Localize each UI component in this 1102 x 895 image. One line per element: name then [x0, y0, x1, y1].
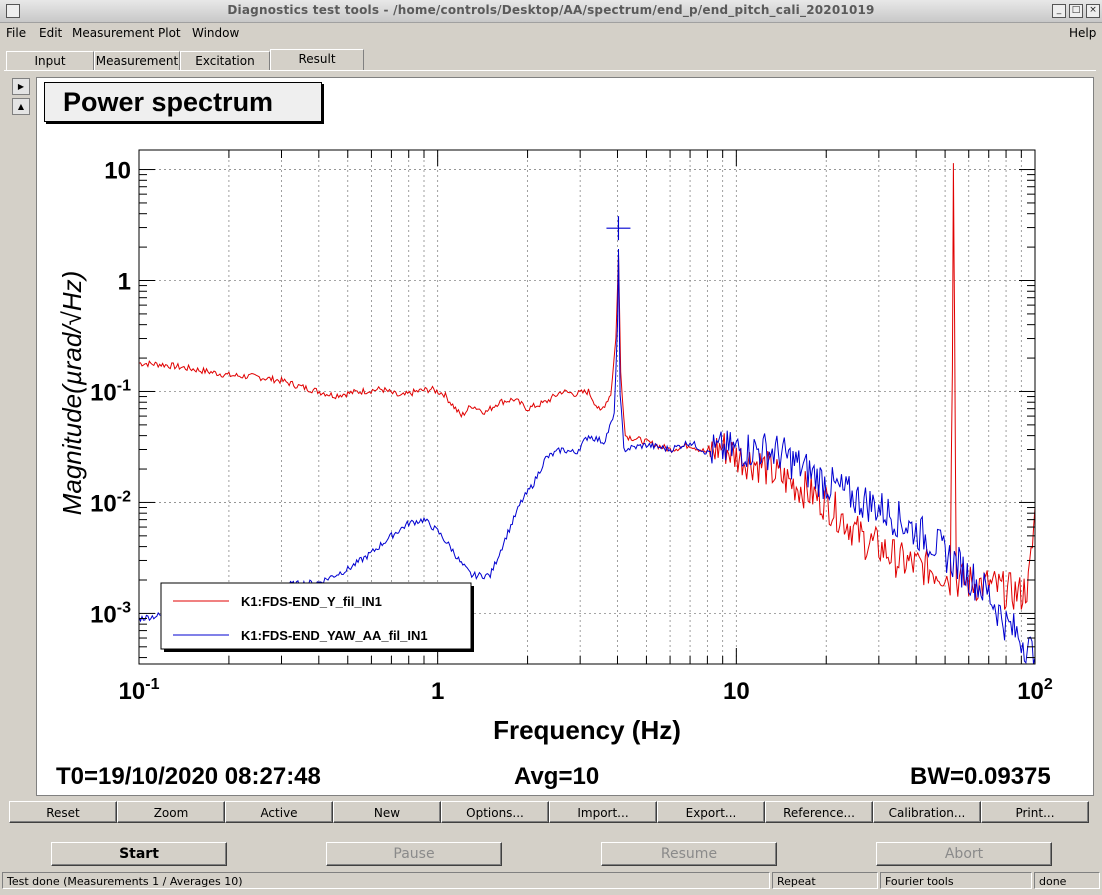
window-menu-icon[interactable] [6, 4, 20, 18]
start-button[interactable]: Start [51, 842, 227, 866]
menu-measurement[interactable]: Measurement [72, 26, 155, 40]
legend-box [160, 582, 472, 650]
new-button[interactable]: New [333, 801, 441, 823]
import-button[interactable]: Import... [549, 801, 657, 823]
tab-divider [4, 70, 1096, 71]
tab-excitation[interactable]: Excitation [180, 51, 270, 71]
maximize-button[interactable]: □ [1069, 4, 1083, 18]
reset-button[interactable]: Reset [9, 801, 117, 823]
status-tool: Fourier tools [880, 872, 1032, 889]
options-button[interactable]: Options... [441, 801, 549, 823]
print-button[interactable]: Print... [981, 801, 1089, 823]
window-title: Diagnostics test tools - /home/controls/… [227, 3, 875, 17]
menu-bar: File Edit Measurement Plot Window Help [0, 23, 1102, 45]
tab-result[interactable]: Result [270, 49, 364, 71]
peak-cursor-marker [606, 216, 631, 241]
legend-label: K1:FDS-END_Y_fil_IN1 [241, 594, 382, 609]
tick-label: 1 [118, 269, 131, 296]
tick-labels: 10-1 1 10 102 10 1 10-1 10-2 10-3 [90, 158, 1053, 705]
close-button[interactable]: × [1086, 4, 1100, 18]
expand-right-icon[interactable]: ▶ [12, 78, 30, 95]
avg-readout: Avg=10 [514, 763, 600, 790]
plot-ticks [138, 150, 1035, 664]
plot-grid [138, 150, 1035, 664]
legend-label: K1:FDS-END_YAW_AA_fil_IN1 [241, 628, 428, 643]
menu-file[interactable]: File [6, 26, 27, 40]
calibration-button[interactable]: Calibration... [873, 801, 981, 823]
window-title-bar[interactable]: Diagnostics test tools - /home/controls/… [0, 0, 1102, 23]
plot-frame [138, 149, 1036, 665]
x-axis-label: Frequency (Hz) [493, 715, 681, 745]
t0-readout: T0=19/10/2020 08:27:48 [56, 763, 321, 790]
tick-label: 10 [104, 158, 131, 185]
tick-label: 10-1 [90, 377, 131, 406]
menu-plot[interactable]: Plot [158, 26, 181, 40]
tick-label: 10-3 [90, 599, 131, 628]
menu-help[interactable]: Help [1069, 26, 1097, 40]
tick-label: 10 [723, 678, 750, 705]
series-line-0 [138, 163, 1036, 610]
spectrum-plot[interactable]: 10-1 1 10 102 10 1 10-1 10-2 10-3 Frequency (Hz)… [36, 77, 1094, 796]
legend: K1:FDS-END_Y_fil_IN1 K1:FDS-END_YAW_AA_fi… [160, 582, 474, 652]
reference-button[interactable]: Reference... [765, 801, 873, 823]
export-button[interactable]: Export... [657, 801, 765, 823]
abort-button[interactable]: Abort [876, 842, 1052, 866]
tick-label: 10-1 [119, 676, 160, 705]
status-message: Test done (Measurements 1 / Averages 10) [2, 872, 770, 889]
tab-measurement[interactable]: Measurement [94, 51, 180, 71]
status-state: done [1034, 872, 1100, 889]
menu-window[interactable]: Window [192, 26, 240, 40]
expand-up-icon[interactable]: ▲ [12, 98, 30, 115]
tick-label: 1 [431, 678, 444, 705]
active-button[interactable]: Active [225, 801, 333, 823]
y-axis-label: Magnitude(µrad/√Hz) [57, 271, 87, 516]
pause-button[interactable]: Pause [326, 842, 502, 866]
tick-label: 10-2 [90, 488, 131, 517]
minimize-button[interactable]: _ [1052, 4, 1066, 18]
tab-input[interactable]: Input [6, 51, 94, 71]
status-mode: Repeat [772, 872, 878, 889]
tick-label: 102 [1017, 676, 1053, 705]
plot-panel [36, 77, 1094, 796]
bw-readout: BW=0.09375 [910, 763, 1051, 790]
page-title: Power spectrum [44, 82, 322, 122]
resume-button[interactable]: Resume [601, 842, 777, 866]
zoom-button[interactable]: Zoom [117, 801, 225, 823]
menu-edit[interactable]: Edit [39, 26, 63, 40]
